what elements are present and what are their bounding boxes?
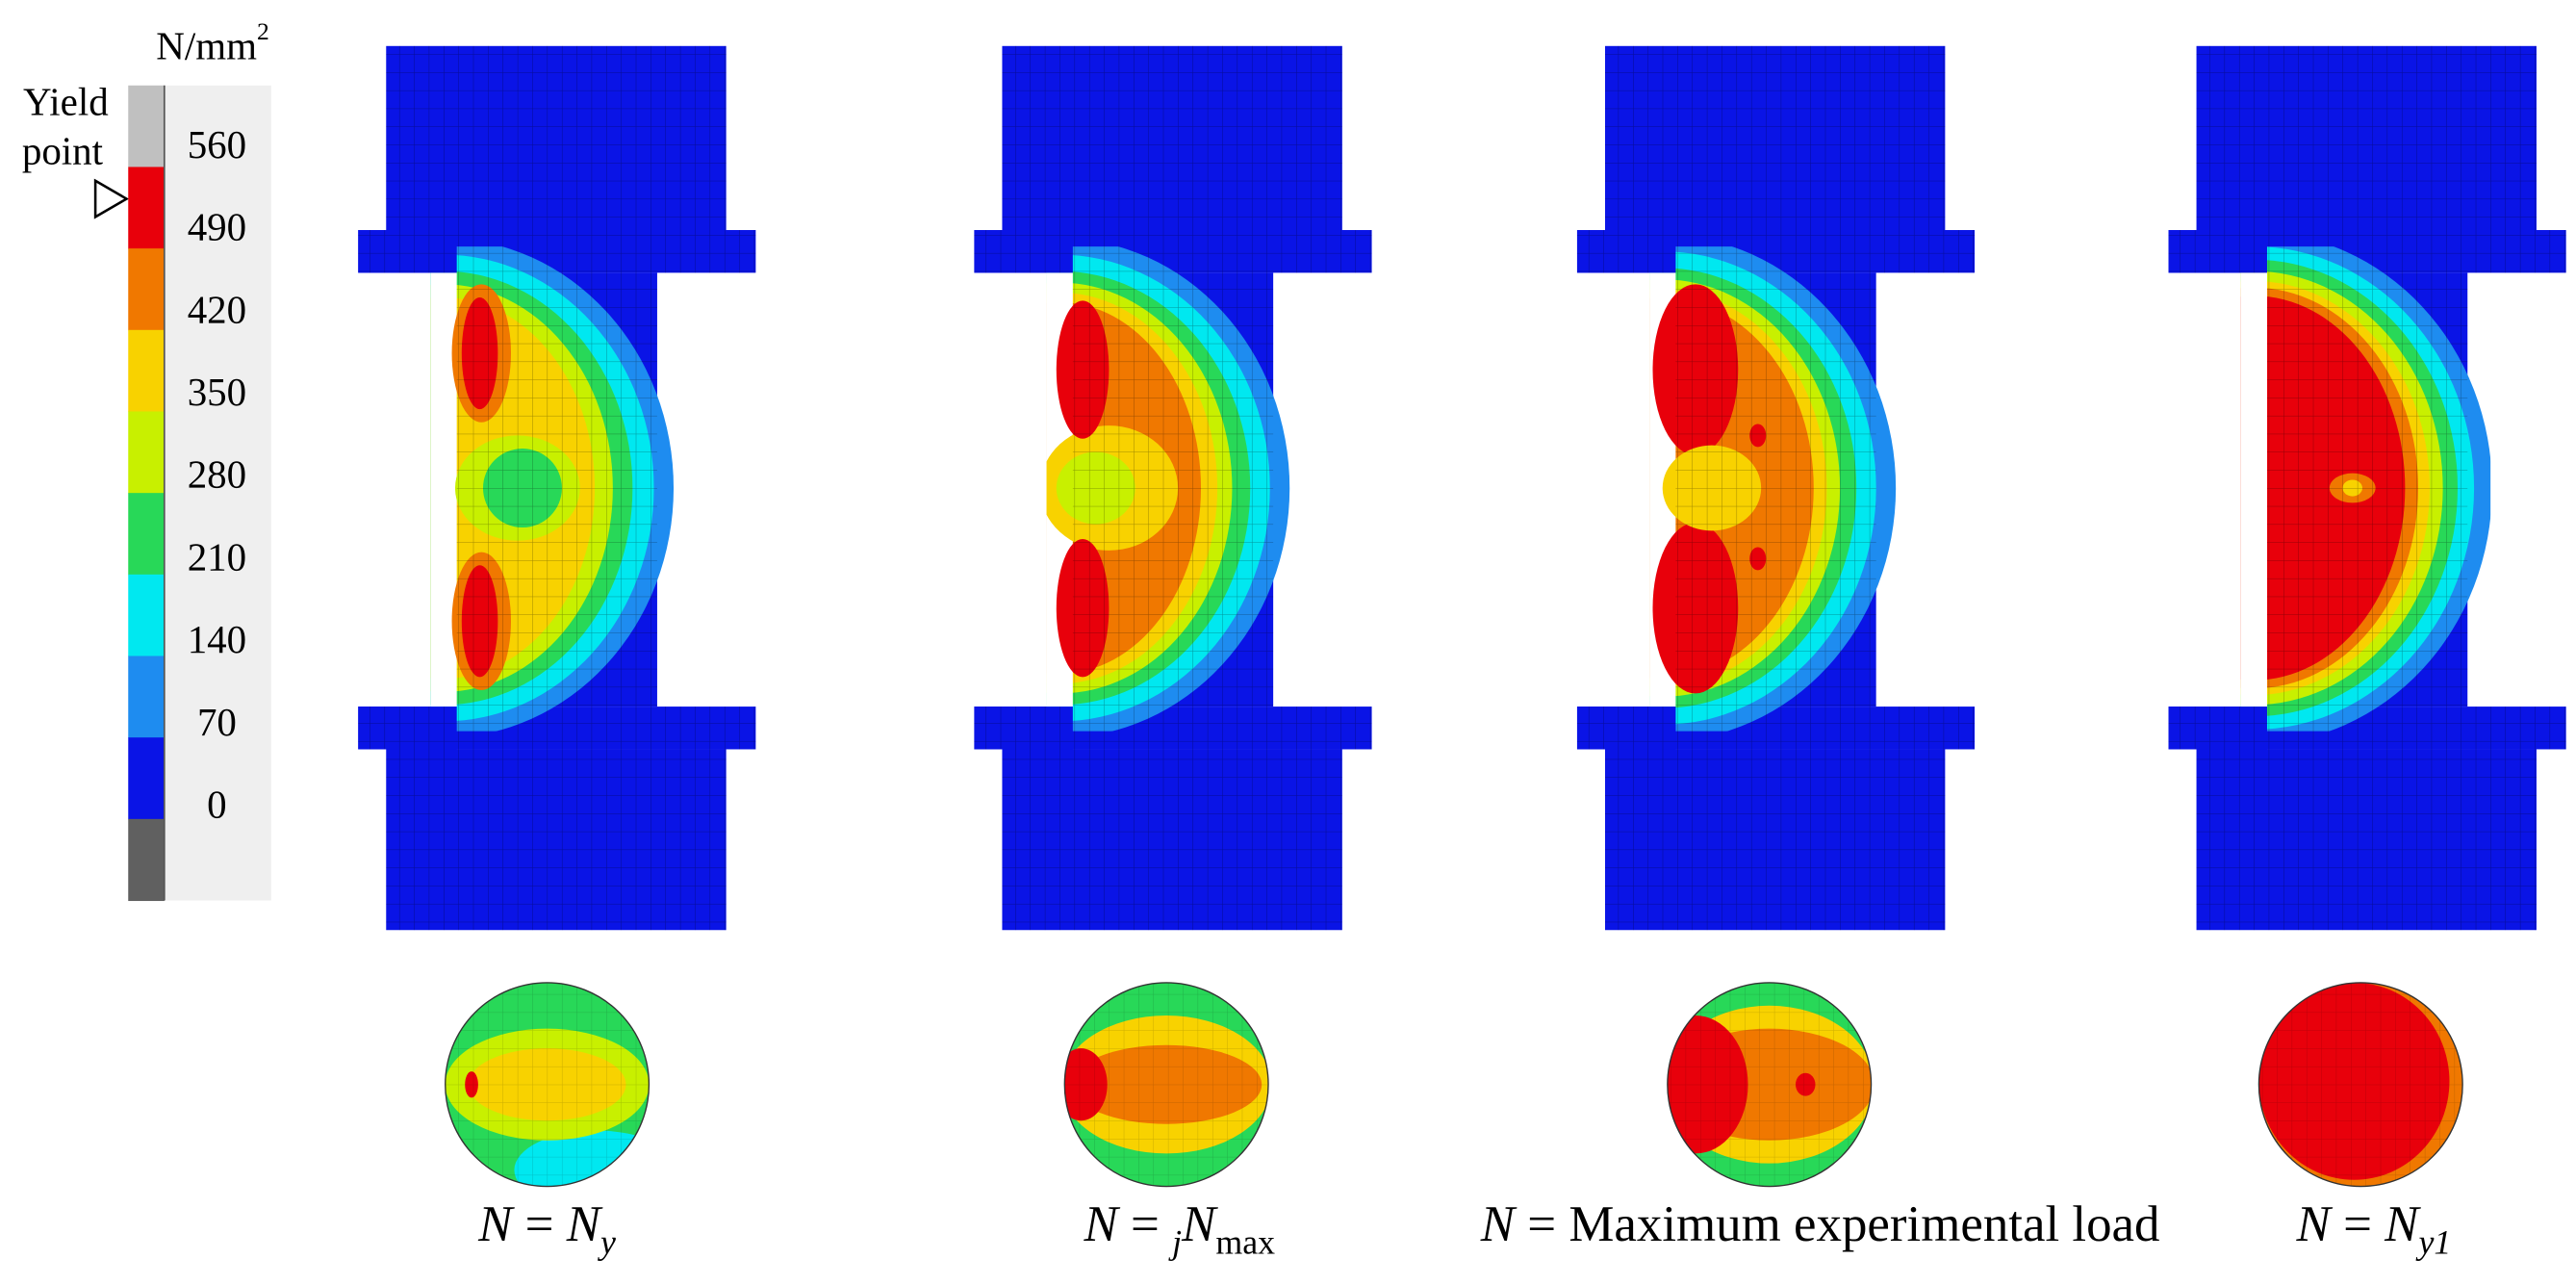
legend-swatch [128,411,165,494]
section-outline [1063,982,1269,1188]
legend: 560 490 420 350 280 210 140 70 0 [128,85,246,902]
cross-section [2258,982,2463,1187]
mesh [358,707,756,750]
unit-exponent: 2 [257,17,269,45]
caption-part: = [2331,1196,2385,1252]
legend-unit: N/mm2 [156,17,269,67]
caption-part: j [1168,1223,1182,1262]
legend-swatch [128,248,165,331]
mesh [1576,707,1976,750]
section-mesh [1064,982,1269,1187]
caption-part: y1 [2415,1223,2451,1262]
caption-part: y [598,1223,616,1262]
yield-marker [93,178,130,219]
legend-swatch [128,167,165,249]
mesh [2196,45,2537,231]
legend-label: 0 [207,782,226,826]
legend-swatch [128,493,165,576]
mesh [386,45,727,231]
mesh [1604,749,1946,931]
legend-label: 350 [188,370,246,414]
caption: N = jNmax [1084,1196,1276,1262]
section-outline [445,982,650,1188]
legend-swatch [128,737,165,820]
yield-label: Yield [23,80,109,124]
section-mesh [445,982,650,1187]
legend-swatch [128,655,165,738]
mesh [1576,230,1976,273]
legend-label: 280 [188,452,246,497]
caption: N = Maximum experimental load [1480,1196,2160,1252]
mesh [1604,45,1946,231]
mesh [2168,707,2566,750]
specimen [2168,45,2566,931]
caption: N = Ny [477,1196,616,1262]
caption-part: N [477,1196,515,1252]
web-cover-left [2240,272,2267,707]
mesh [974,230,1372,273]
specimen [974,45,1372,931]
yield-label: point [22,129,104,173]
caption-part: N [1480,1196,1518,1252]
caption-part: N [566,1196,603,1252]
unit-text: N/mm [156,23,257,67]
mesh [974,707,1372,750]
mesh [1002,749,1342,931]
legend-swatch [128,85,165,167]
section-outline [1667,982,1873,1188]
caption: N = Ny1 [2296,1196,2452,1262]
specimens [358,45,2566,1188]
mesh [2196,749,2537,931]
legend-label: 140 [188,617,246,661]
mesh [2168,230,2566,273]
mesh [1002,45,1342,231]
cross-section [1064,982,1269,1187]
section-outline [2257,982,2463,1188]
mesh [2266,272,2468,707]
legend-label: 420 [188,287,246,331]
specimen [1576,45,1976,931]
legend-swatch [128,818,165,902]
cross-section [1667,982,1872,1187]
section-mesh [2258,982,2463,1187]
section-mesh [1667,982,1872,1187]
legend-label: 560 [188,122,246,167]
legend-swatch [128,329,165,412]
caption-part: N [1084,1196,1121,1252]
legend-label: 70 [197,700,237,744]
caption-part: N [1181,1196,1218,1252]
mesh [1675,272,1876,707]
mesh [358,230,756,273]
mesh [456,272,657,707]
caption-part: N [2296,1196,2334,1252]
caption-part: = [1118,1196,1172,1252]
legend-label: 490 [188,205,246,249]
caption-part: N [2384,1196,2421,1252]
legend-panel [164,85,271,901]
caption-part: = Maximum experimental load [1515,1196,2159,1252]
legend-swatch [128,574,165,657]
mesh [1072,272,1274,707]
specimen [358,45,756,931]
mesh [386,749,727,931]
caption-part: max [1215,1223,1275,1262]
cross-section [445,982,650,1187]
legend-label: 210 [188,534,246,578]
caption-part: = [512,1196,566,1252]
